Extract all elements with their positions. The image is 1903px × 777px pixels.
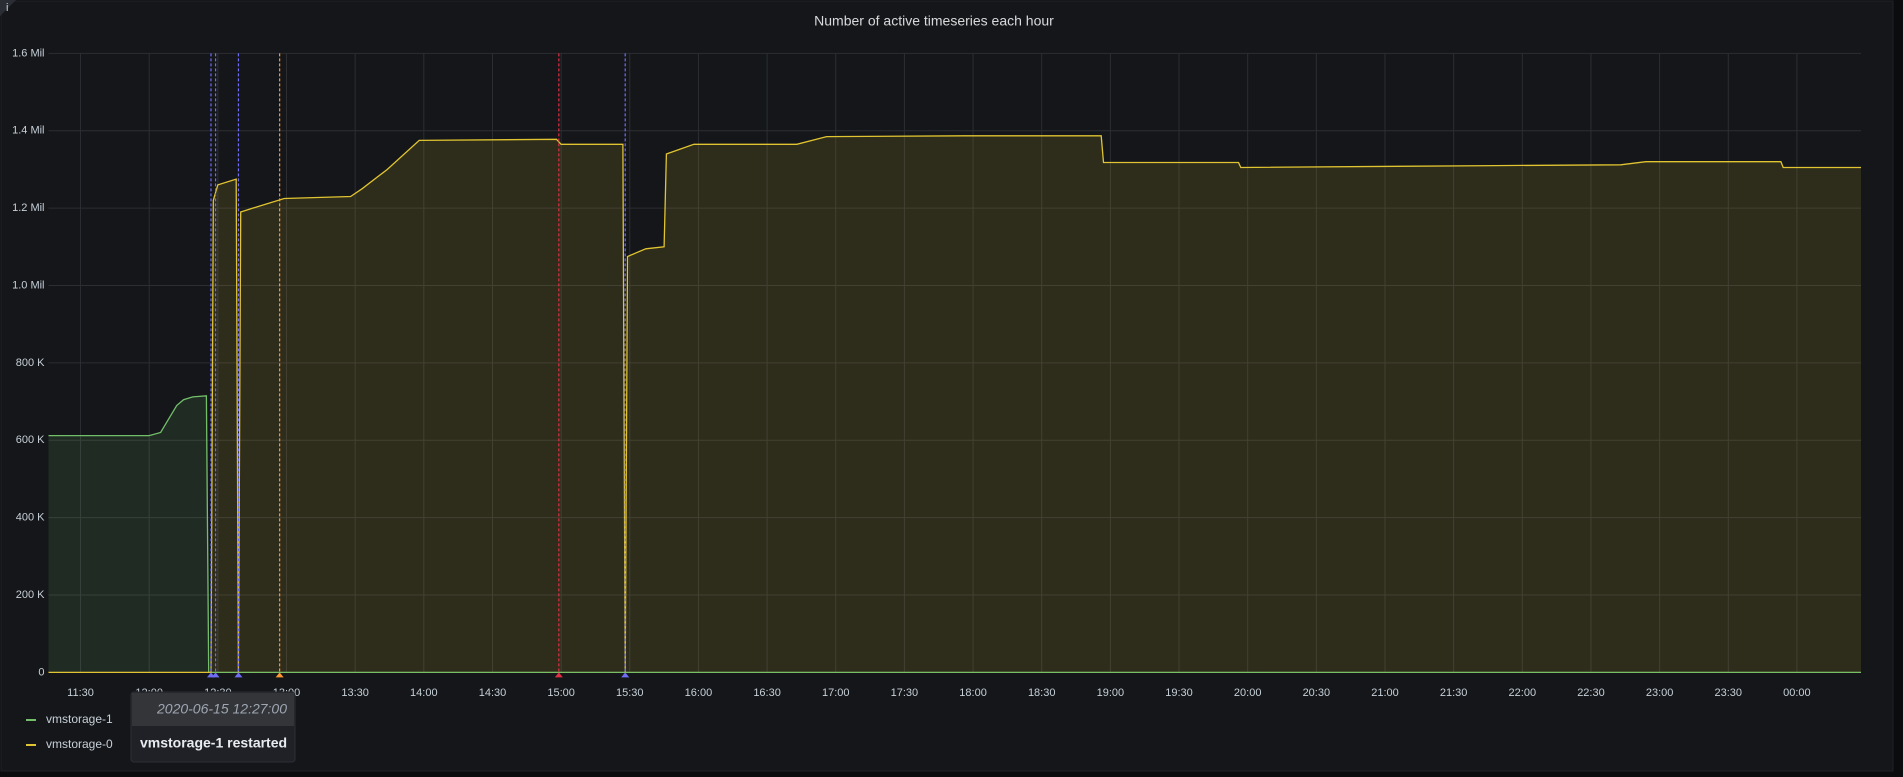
annotation-marker[interactable]: [275, 672, 284, 678]
y-tick-label: 1.2 Mil: [12, 202, 44, 214]
info-corner[interactable]: [0, 0, 16, 16]
grid: 0 200 K 400 K 600 K 800 K 1.0 Mil 1.2 Mil 1.4 M…: [12, 47, 1861, 699]
x-tick-label: 14:00: [410, 687, 438, 699]
y-tick-label: 0: [38, 666, 44, 678]
y-tick-label: 600 K: [16, 434, 45, 446]
x-tick-label: 20:30: [1303, 687, 1331, 699]
x-tick-label: 19:00: [1097, 687, 1125, 699]
tooltip-header: [132, 693, 294, 726]
x-tick-label: 22:30: [1577, 687, 1605, 699]
series-line: [48, 135, 1861, 674]
x-tick-label: 14:30: [479, 687, 507, 699]
tooltip-time: 2020-06-15 12:27:00: [156, 701, 287, 717]
x-tick-label: 16:30: [753, 687, 781, 699]
chart-title: Number of active timeseries each hour: [814, 13, 1054, 29]
x-tick-label: 16:00: [685, 687, 713, 699]
x-tick-label: 20:00: [1234, 687, 1262, 699]
x-tick-label: 22:00: [1509, 687, 1537, 699]
plot: [48, 135, 1861, 674]
x-tick-label: 21:30: [1440, 687, 1468, 699]
x-tick-label: 23:00: [1646, 687, 1674, 699]
x-tick-label: 19:30: [1165, 687, 1193, 699]
series-line: [48, 395, 1861, 674]
tooltip-text: vmstorage-1 restarted: [140, 735, 287, 751]
x-tick-label: 17:00: [822, 687, 850, 699]
annotation-marker[interactable]: [621, 672, 630, 678]
x-tick-label: 13:30: [341, 687, 369, 699]
legend-label[interactable]: vmstorage-1: [46, 712, 113, 726]
x-tick-label: 11:30: [67, 687, 94, 699]
annotation-marker[interactable]: [234, 672, 243, 678]
y-tick-label: 800 K: [16, 357, 45, 369]
annotation-marker[interactable]: [554, 672, 563, 678]
y-tick-label: 200 K: [16, 589, 45, 601]
annotation-marker[interactable]: [211, 672, 220, 678]
x-tick-label: 15:30: [616, 687, 644, 699]
x-tick-label: 18:30: [1028, 687, 1056, 699]
overlay: 2020-06-15 12:27:00 vmstorage-1 restarted…: [26, 53, 630, 763]
info-icon[interactable]: i: [6, 2, 8, 14]
x-tick-label: 21:00: [1371, 687, 1399, 699]
x-tick-label: 00:00: [1783, 687, 1811, 699]
x-tick-label: 23:30: [1715, 687, 1743, 699]
legend-label[interactable]: vmstorage-0: [46, 737, 113, 751]
series-area: [48, 135, 1861, 673]
y-tick-label: 1.0 Mil: [12, 279, 44, 291]
y-tick-label: 400 K: [16, 512, 45, 524]
x-tick-label: 17:30: [891, 687, 919, 699]
x-tick-label: 18:00: [959, 687, 987, 699]
x-tick-label: 15:00: [547, 687, 575, 699]
y-tick-label: 1.4 Mil: [12, 125, 44, 137]
y-tick-label: 1.6 Mil: [12, 47, 44, 59]
